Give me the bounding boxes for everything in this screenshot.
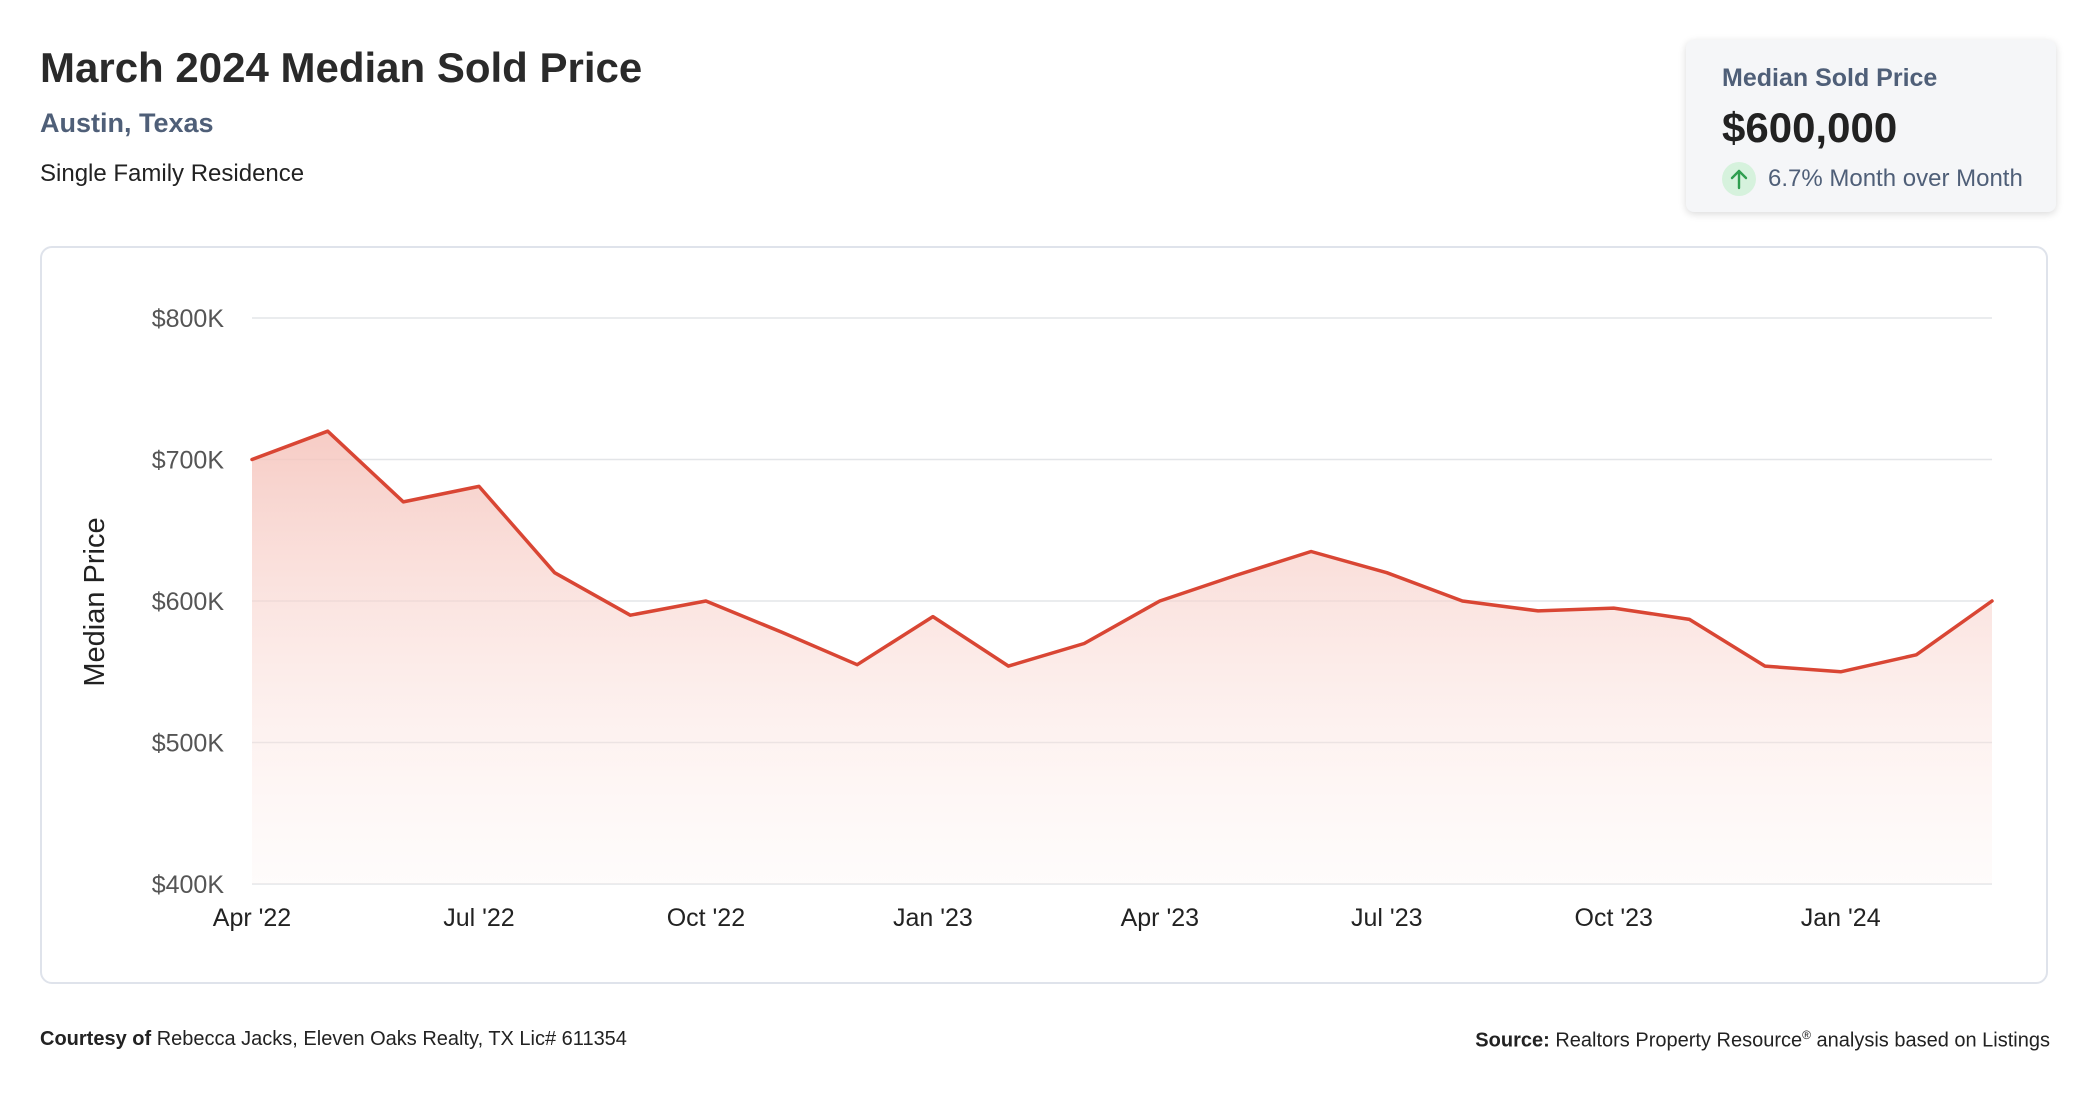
y-tick-label: $800K [152,305,225,333]
stat-value: $600,000 [1722,104,1898,151]
data-point-2024-01 [1837,668,1845,676]
x-tick-label: Oct '23 [1575,904,1653,932]
courtesy-text: Rebecca Jacks, Eleven Oaks Realty, TX Li… [156,1028,627,1050]
price-line [250,429,1994,674]
y-axis-label: Median Price [79,517,111,686]
x-axis-ticks: Apr '22 Jul '22 Oct '22 Jan '23 Apr '23 Jul '… [213,904,1881,932]
courtesy-label: Courtesy of [40,1028,152,1050]
data-point-2023-03 [1080,640,1088,648]
x-tick-label: Jul '22 [443,904,514,932]
source-text-1: Realtors Property Resource [1555,1029,1803,1052]
data-point-2022-11 [778,628,786,636]
data-point-2023-10 [1610,604,1618,612]
data-point-2023-11 [1685,615,1693,623]
data-point-2022-05 [324,427,332,435]
stat-label: Median Sold Price [1722,64,1938,92]
stat-change: 6.7% Month over Month [1722,162,2023,196]
median-price-chart: $800K $700K $600K $500K $400K Apr '22 Jul '22… [79,305,1996,932]
data-point-2023-04 [1156,597,1164,605]
chart-title: March 2024 Median Sold Price [40,44,643,91]
data-point-2022-04 [248,456,256,464]
property-type-label: Single Family Residence [40,160,305,187]
data-point-2023-09 [1534,607,1542,615]
chart-container: $800K $700K $600K $500K $400K Apr '22 Jul '22… [40,246,2048,984]
y-tick-label: $700K [152,447,225,475]
location-label: Austin, Texas [40,108,214,138]
x-tick-label: Jan '24 [1801,904,1881,932]
footer-courtesy: Courtesy of Rebecca Jacks, Eleven Oaks R… [40,1028,627,1051]
data-point-2023-07 [1383,569,1391,577]
registered-mark: ® [1802,1028,1811,1042]
x-tick-label: Jan '23 [893,904,973,932]
arrow-up-icon [1722,162,1756,196]
data-point-2023-05 [1232,572,1240,580]
data-point-2022-12 [853,661,861,669]
area-fill [252,431,1992,884]
data-point-2023-02 [1005,662,1013,670]
data-point-2024-03 [1988,597,1996,605]
data-point-2023-08 [1458,597,1466,605]
x-tick-label: Apr '22 [213,904,291,932]
y-axis-ticks: $800K $700K $600K $500K $400K [152,305,225,899]
stat-card: Median Sold Price $600,000 6.7% Month ov… [1686,40,2056,212]
data-point-2022-07 [475,482,483,490]
data-point-2022-06 [399,498,407,506]
data-point-2022-10 [702,597,710,605]
x-tick-label: Apr '23 [1121,904,1199,932]
source-text-2: analysis based on Listings [1816,1029,2050,1052]
data-point-2022-09 [626,611,634,619]
y-tick-label: $400K [152,871,225,899]
y-tick-label: $600K [152,588,225,616]
data-point-2023-12 [1761,662,1769,670]
data-point-2023-01 [929,613,937,621]
data-point-2023-06 [1307,548,1315,556]
footer-source: Source: Realtors Property Resource® anal… [1475,1028,2050,1053]
x-tick-label: Oct '22 [667,904,745,932]
y-tick-label: $500K [152,730,225,758]
x-tick-label: Jul '23 [1351,904,1422,932]
source-label: Source: [1475,1029,1550,1052]
stat-change-text: 6.7% Month over Month [1768,165,2023,192]
data-point-2022-08 [551,569,559,577]
data-point-2024-02 [1912,651,1920,659]
